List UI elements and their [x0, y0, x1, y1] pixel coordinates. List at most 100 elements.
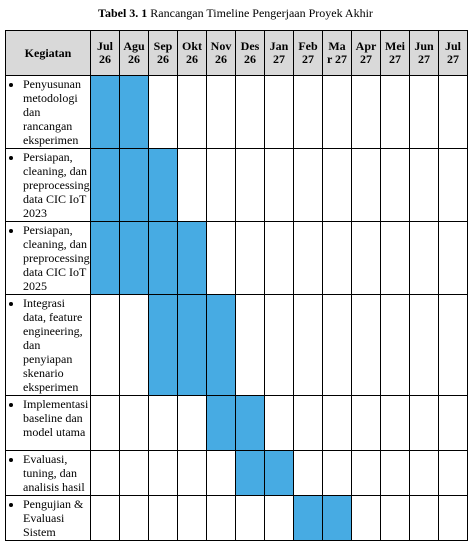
empty-cell [438, 148, 468, 222]
month-header: Feb 27 [293, 30, 323, 76]
activity-cell: Penyusunan metodologi dan rancangan eksp… [5, 75, 91, 149]
empty-cell [119, 450, 149, 496]
empty-cell [235, 221, 265, 295]
empty-cell [90, 450, 120, 496]
month-header: Nov 26 [206, 30, 236, 76]
empty-cell [409, 221, 439, 295]
activity-list: Persiapan, cleaning, dan preprocessing d… [9, 223, 90, 293]
month-header: Jun 27 [409, 30, 439, 76]
empty-cell [409, 495, 439, 541]
empty-cell [264, 495, 294, 541]
month-header: Jul 26 [90, 30, 120, 76]
empty-cell [380, 221, 410, 295]
caption: Tabel 3. 1 Rancangan Timeline Pengerjaan… [0, 6, 471, 21]
active-cell [235, 450, 265, 496]
empty-cell [206, 495, 236, 541]
activity-cell: Implementasi baseline dan model utama [5, 395, 91, 451]
empty-cell [380, 148, 410, 222]
empty-cell [293, 294, 323, 396]
caption-title: Rancangan Timeline Pengerjaan Proyek Akh… [150, 6, 373, 20]
empty-cell [322, 75, 352, 149]
empty-cell [409, 294, 439, 396]
empty-cell [351, 294, 381, 396]
active-cell [148, 294, 178, 396]
empty-cell [409, 450, 439, 496]
empty-cell [148, 75, 178, 149]
empty-cell [177, 450, 207, 496]
empty-cell [206, 75, 236, 149]
month-header: Mar 27 [322, 30, 352, 76]
activity-row: Penyusunan metodologi dan rancangan eksp… [5, 75, 468, 149]
activity-cell: Pengujian & Evaluasi Sistem [5, 495, 91, 541]
empty-cell [322, 395, 352, 451]
active-cell [206, 395, 236, 451]
empty-cell [322, 148, 352, 222]
month-header: Okt 26 [177, 30, 207, 76]
empty-cell [322, 221, 352, 295]
empty-cell [438, 294, 468, 396]
empty-cell [409, 395, 439, 451]
activity-text: Pengujian & Evaluasi Sistem [23, 497, 88, 539]
empty-cell [409, 148, 439, 222]
empty-cell [148, 450, 178, 496]
activity-row: Pengujian & Evaluasi Sistem [5, 495, 468, 541]
header-cell: Kegiatan [5, 30, 91, 76]
activity-cell: Evaluasi, tuning, dan analisis hasil [5, 450, 91, 496]
empty-cell [380, 495, 410, 541]
active-cell [235, 395, 265, 451]
empty-cell [235, 294, 265, 396]
empty-cell [264, 221, 294, 295]
empty-cell [438, 221, 468, 295]
empty-cell [438, 395, 468, 451]
activity-row: Implementasi baseline dan model utama [5, 395, 468, 451]
empty-cell [322, 294, 352, 396]
empty-cell [293, 450, 323, 496]
empty-cell [380, 294, 410, 396]
activity-text: Persiapan, cleaning, dan preprocessing d… [23, 223, 90, 293]
active-cell [322, 495, 352, 541]
timeline-table: Kegiatan Jul 26 Agu 26 Sep 26 Okt 26 Nov 26 De… [5, 30, 468, 541]
month-header: Des 26 [235, 30, 265, 76]
active-cell [148, 221, 178, 295]
empty-cell [90, 495, 120, 541]
empty-cell [177, 148, 207, 222]
empty-cell [293, 221, 323, 295]
empty-cell [177, 75, 207, 149]
empty-cell [264, 148, 294, 222]
empty-cell [438, 75, 468, 149]
empty-cell [409, 75, 439, 149]
page: Tabel 3. 1 Rancangan Timeline Pengerjaan… [0, 0, 471, 505]
activity-text: Persiapan, cleaning, dan preprocessing d… [23, 150, 90, 220]
active-cell [119, 148, 149, 222]
empty-cell [380, 75, 410, 149]
empty-cell [380, 395, 410, 451]
activity-row: Persiapan, cleaning, dan preprocessing d… [5, 221, 468, 295]
activity-list: Evaluasi, tuning, dan analisis hasil [9, 452, 88, 494]
empty-cell [206, 148, 236, 222]
empty-cell [206, 221, 236, 295]
empty-cell [148, 495, 178, 541]
empty-cell [351, 148, 381, 222]
month-header: Jul 27 [438, 30, 468, 76]
header-row: Kegiatan Jul 26 Agu 26 Sep 26 Okt 26 Nov 26 De… [5, 30, 468, 76]
active-cell [90, 221, 120, 295]
empty-cell [438, 450, 468, 496]
empty-cell [438, 495, 468, 541]
empty-cell [177, 495, 207, 541]
empty-cell [293, 75, 323, 149]
empty-cell [380, 450, 410, 496]
activity-text: Penyusunan metodologi dan rancangan eksp… [23, 77, 88, 147]
activity-text: Implementasi baseline dan model utama [23, 397, 88, 439]
activity-list: Integrasi data, feature engineering, dan… [9, 296, 88, 394]
month-header: Agu 26 [119, 30, 149, 76]
activity-cell: Persiapan, cleaning, dan preprocessing d… [5, 148, 91, 222]
active-cell [293, 495, 323, 541]
empty-cell [351, 495, 381, 541]
activity-list: Persiapan, cleaning, dan preprocessing d… [9, 150, 90, 220]
caption-label: Tabel 3. 1 [98, 6, 148, 20]
empty-cell [235, 148, 265, 222]
empty-cell [351, 395, 381, 451]
activity-text: Evaluasi, tuning, dan analisis hasil [23, 452, 88, 494]
activity-row: Integrasi data, feature engineering, dan… [5, 294, 468, 396]
active-cell [119, 221, 149, 295]
